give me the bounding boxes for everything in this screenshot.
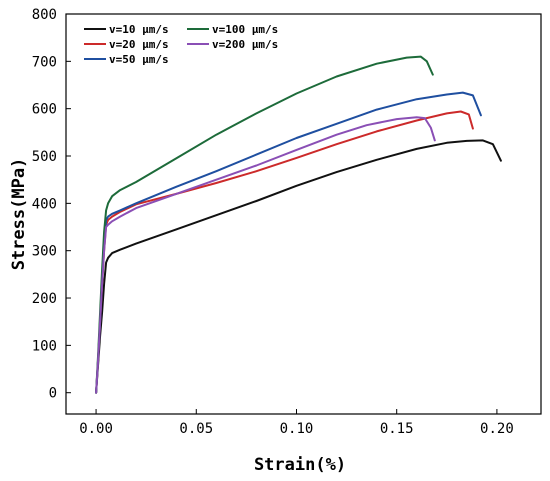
x-tick-label: 0.05	[179, 421, 213, 437]
y-tick-label: 0	[49, 386, 57, 402]
plot-area-border	[65, 13, 542, 415]
ticks-layer: 0.00 0.05 0.10 0.15 0.20 0 100 200 300 400 500 600 7…	[32, 7, 514, 437]
y-tick-label: 200	[32, 291, 57, 307]
y-tick-label: 100	[32, 338, 57, 354]
y-axis-title: Stress(MPa)	[9, 158, 29, 271]
series-line-3	[95, 55, 434, 394]
series-line-0	[95, 139, 502, 394]
series-layer	[95, 55, 502, 394]
series-line-4	[95, 116, 436, 394]
x-tick-label: 0.00	[79, 421, 113, 437]
legend-label-4: v=200 μm/s	[212, 38, 278, 51]
legend-label-2: v=50 μm/s	[109, 53, 169, 66]
plot-frame	[65, 13, 542, 415]
legend-label-3: v=100 μm/s	[212, 23, 278, 36]
y-tick-label: 300	[32, 244, 57, 260]
series-line-2	[95, 91, 482, 394]
x-axis-title: Strain(%)	[254, 455, 346, 475]
y-tick-label: 700	[32, 54, 57, 70]
x-tick-label: 0.15	[380, 421, 414, 437]
x-tick-label: 0.10	[280, 421, 314, 437]
legend-label-0: v=10 μm/s	[109, 23, 169, 36]
y-tick-label: 400	[32, 196, 57, 212]
legend: v=10 μm/s v=20 μm/s v=50 μm/s v=100 μm/s v=2…	[84, 23, 278, 66]
y-tick-label: 600	[32, 102, 57, 118]
x-tick-label: 0.20	[480, 421, 514, 437]
y-tick-label: 500	[32, 149, 57, 165]
legend-label-1: v=20 μm/s	[109, 38, 169, 51]
y-tick-label: 800	[32, 7, 57, 23]
